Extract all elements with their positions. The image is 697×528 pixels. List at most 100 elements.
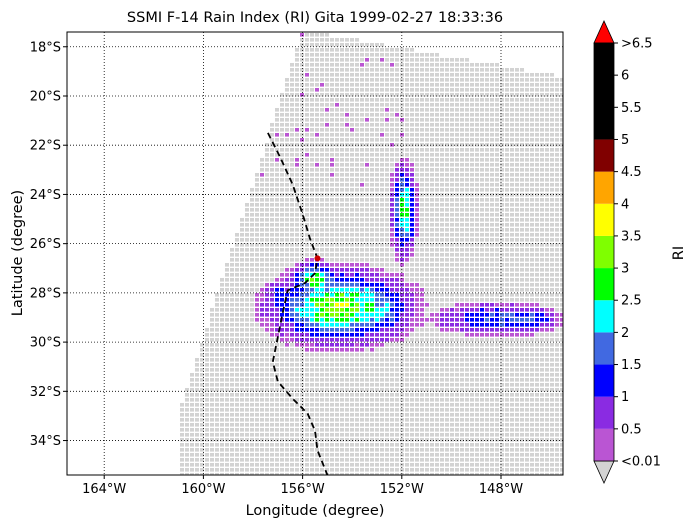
swath-pixel: [185, 413, 189, 417]
swath-pixel: [255, 223, 259, 227]
swath-pixel: [495, 138, 499, 142]
swath-pixel: [480, 368, 484, 372]
swath-pixel: [270, 288, 274, 292]
swath-pixel: [480, 78, 484, 82]
swath-pixel: [540, 273, 544, 277]
swath-pixel: [230, 313, 234, 317]
swath-pixel: [515, 83, 519, 87]
swath-pixel: [310, 98, 314, 102]
swath-pixel: [550, 138, 554, 142]
swath-pixel: [300, 398, 304, 402]
swath-pixel: [395, 68, 399, 72]
swath-pixel: [430, 373, 434, 377]
swath-pixel: [515, 93, 519, 97]
swath-pixel: [430, 238, 434, 242]
swath-pixel: [390, 413, 394, 417]
swath-pixel: [415, 298, 419, 302]
swath-pixel: [325, 403, 329, 407]
swath-pixel: [395, 173, 399, 177]
swath-pixel: [430, 88, 434, 92]
swath-pixel: [410, 68, 414, 72]
swath-pixel: [450, 148, 454, 152]
swath-pixel: [535, 348, 539, 352]
swath-pixel: [520, 353, 524, 357]
swath-pixel: [265, 143, 269, 147]
swath-pixel: [475, 103, 479, 107]
swath-pixel: [380, 383, 384, 387]
swath-pixel: [255, 353, 259, 357]
swath-pixel: [530, 413, 534, 417]
swath-pixel: [495, 343, 499, 347]
swath-pixel: [320, 178, 324, 182]
swath-pixel: [260, 403, 264, 407]
swath-pixel: [240, 333, 244, 337]
swath-pixel: [445, 78, 449, 82]
swath-pixel: [285, 158, 289, 162]
swath-pixel: [295, 193, 299, 197]
swath-pixel: [185, 398, 189, 402]
swath-pixel: [425, 413, 429, 417]
swath-pixel: [365, 273, 369, 277]
swath-pixel: [340, 58, 344, 62]
swath-pixel: [505, 83, 509, 87]
swath-pixel: [415, 328, 419, 332]
swath-pixel: [415, 293, 419, 297]
swath-pixel: [405, 343, 409, 347]
swath-pixel: [270, 368, 274, 372]
swath-pixel: [410, 358, 414, 362]
swath-pixel: [485, 268, 489, 272]
swath-pixel: [440, 293, 444, 297]
swath-pixel: [385, 293, 389, 297]
swath-pixel: [465, 338, 469, 342]
swath-pixel: [220, 323, 224, 327]
swath-pixel: [500, 278, 504, 282]
swath-pixel: [410, 83, 414, 87]
swath-pixel: [320, 183, 324, 187]
swath-pixel: [455, 298, 459, 302]
swath-pixel: [410, 213, 414, 217]
swath-pixel: [225, 363, 229, 367]
swath-pixel: [340, 203, 344, 207]
swath-pixel: [445, 198, 449, 202]
swath-pixel: [500, 368, 504, 372]
swath-pixel: [445, 398, 449, 402]
swath-pixel: [295, 103, 299, 107]
swath-pixel: [470, 63, 474, 67]
swath-pixel: [520, 68, 524, 72]
swath-pixel: [335, 308, 339, 312]
swath-pixel: [470, 343, 474, 347]
swath-pixel: [295, 218, 299, 222]
swath-pixel: [565, 188, 569, 192]
swath-pixel: [420, 178, 424, 182]
swath-pixel: [440, 68, 444, 72]
swath-pixel: [520, 263, 524, 267]
swath-pixel: [390, 238, 394, 242]
swath-pixel: [265, 373, 269, 377]
swath-pixel: [235, 423, 239, 427]
swath-pixel: [330, 383, 334, 387]
swath-pixel: [305, 293, 309, 297]
swath-pixel: [540, 113, 544, 117]
swath-pixel: [335, 273, 339, 277]
swath-pixel: [350, 378, 354, 382]
swath-pixel: [275, 298, 279, 302]
swath-pixel: [280, 163, 284, 167]
swath-pixel: [550, 193, 554, 197]
swath-pixel: [295, 358, 299, 362]
swath-pixel: [460, 168, 464, 172]
swath-pixel: [560, 313, 563, 317]
swath-pixel: [435, 153, 439, 157]
swath-pixel: [325, 73, 329, 77]
swath-pixel: [340, 233, 344, 237]
swath-pixel: [500, 328, 504, 332]
swath-pixel: [460, 108, 464, 112]
swath-pixel: [515, 228, 519, 232]
swath-pixel: [315, 103, 319, 107]
swath-pixel: [240, 348, 244, 352]
swath-pixel: [495, 108, 499, 112]
swath-pixel: [255, 378, 259, 382]
swath-pixel: [425, 153, 429, 157]
swath-pixel: [190, 393, 194, 397]
swath-pixel: [545, 268, 549, 272]
swath-pixel: [320, 113, 324, 117]
